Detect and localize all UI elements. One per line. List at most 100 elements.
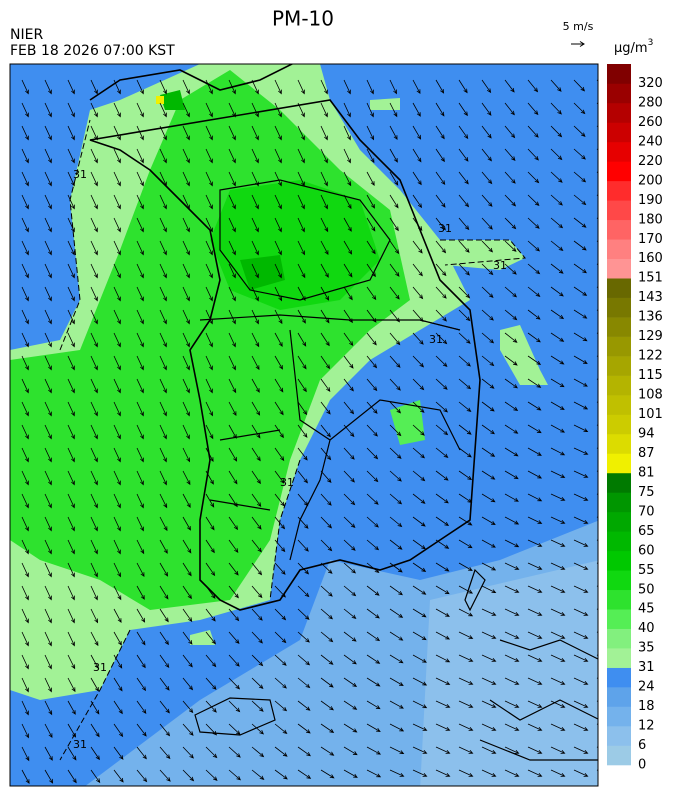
colorbar-label: 70 — [638, 504, 655, 519]
colorbar-swatch — [607, 414, 631, 435]
colorbar-label: 94 — [638, 426, 655, 441]
colorbar-swatch — [607, 745, 631, 766]
colorbar-label: 45 — [638, 602, 655, 617]
contour-label: 31 — [93, 661, 107, 674]
island — [194, 697, 276, 736]
wind-scale-label: 5 m/s — [563, 20, 594, 33]
unit-sup: 3 — [648, 38, 654, 48]
colorbar-swatch — [607, 667, 631, 688]
peak-region — [156, 96, 164, 104]
timestamp: FEB 18 2026 07:00 KST — [10, 43, 175, 59]
colorbar-label: 50 — [638, 582, 655, 597]
colorbar-swatch — [607, 511, 631, 532]
low-region — [420, 560, 598, 786]
contour-label: 31 — [73, 168, 87, 181]
colorbar-label: 31 — [638, 660, 655, 675]
colorbar-label: 75 — [638, 485, 655, 500]
colorbar-swatch — [607, 336, 631, 357]
contour-31 — [59, 119, 526, 761]
colorbar-swatch — [607, 706, 631, 727]
colorbar-swatch — [607, 550, 631, 571]
colorbar-swatch — [607, 122, 631, 143]
colorbar-swatch — [607, 472, 631, 493]
colorbar-swatch — [607, 278, 631, 298]
colorbar-swatch — [607, 219, 631, 240]
colorbar-swatch — [607, 161, 631, 182]
colorbar-swatch — [607, 317, 631, 337]
title: PM-10 — [272, 7, 334, 31]
coastline — [464, 568, 598, 761]
colorbar-label: 160 — [638, 251, 663, 266]
colorbar-label: 151 — [638, 271, 663, 286]
province-border — [199, 179, 461, 561]
colorbar-label: 180 — [638, 212, 663, 227]
colorbar-swatch — [607, 609, 631, 629]
colorbar-label: 220 — [638, 154, 663, 169]
unit: μg/m3 — [614, 38, 653, 56]
moderate-region — [440, 240, 525, 270]
colorbar-label: 108 — [638, 388, 663, 403]
colorbar-swatch — [607, 180, 631, 201]
colorbar-swatch — [607, 102, 631, 123]
contour-label: 31 — [73, 738, 87, 751]
colorbar-label: 65 — [638, 524, 655, 539]
source: NIER — [10, 27, 43, 43]
colorbar-swatch — [607, 375, 631, 396]
colorbar-label: 87 — [638, 446, 655, 461]
colorbar: 0 6 12 18 24 31 35 40 45 50 55 60 65 70 75 81 87 94 101 108… — [607, 64, 663, 773]
colorbar-swatch — [607, 433, 631, 454]
colorbar-label: 143 — [638, 290, 663, 305]
colorbar-label: 12 — [638, 719, 655, 734]
colorbar-swatch — [607, 258, 631, 279]
map-frame — [9, 63, 599, 787]
colorbar-label: 122 — [638, 349, 663, 364]
unit-text: μg/m — [614, 41, 648, 56]
colorbar-label: 200 — [638, 173, 663, 188]
colorbar-label: 115 — [638, 368, 663, 383]
colorbar-swatch — [607, 648, 631, 668]
colorbar-swatch — [607, 239, 631, 260]
colorbar-swatch — [607, 200, 631, 221]
colorbar-label: 40 — [638, 621, 655, 636]
colorbar-swatch — [607, 492, 631, 513]
colorbar-label: 18 — [638, 699, 655, 714]
wind-arrow — [21, 79, 598, 785]
colorbar-swatch — [607, 356, 631, 376]
colorbar-label: 81 — [638, 465, 655, 480]
map: 31 31 31 31 31 31 31 — [10, 64, 598, 786]
coastline — [89, 64, 481, 611]
colorbar-swatch — [607, 570, 631, 591]
colorbar-label: 35 — [638, 641, 655, 656]
colorbar-label: 101 — [638, 407, 663, 422]
colorbar-swatch — [607, 141, 631, 162]
colorbar-swatch — [607, 64, 631, 84]
colorbar-swatch — [607, 395, 631, 415]
contour-label: 31 — [429, 333, 443, 346]
colorbar-label: 240 — [638, 134, 663, 149]
colorbar-swatch — [607, 297, 631, 318]
colorbar-swatch — [607, 726, 631, 746]
colorbar-swatch — [607, 531, 631, 552]
wind-arrows — [21, 79, 598, 785]
colorbar-swatch — [607, 83, 631, 104]
contour-label: 31 — [493, 259, 507, 272]
colorbar-label: 190 — [638, 193, 663, 208]
colorbar-swatch — [607, 687, 631, 707]
colorbar-label: 136 — [638, 310, 663, 325]
wind-scale-arrow — [571, 41, 585, 47]
colorbar-label: 260 — [638, 115, 663, 130]
contour-label: 31 — [438, 222, 452, 235]
colorbar-label: 0 — [638, 758, 646, 773]
colorbar-label: 280 — [638, 95, 663, 110]
colorbar-label: 24 — [638, 680, 655, 695]
colorbar-label: 170 — [638, 232, 663, 247]
colorbar-label: 6 — [638, 738, 646, 753]
colorbar-label: 55 — [638, 563, 655, 578]
colorbar-swatch — [607, 453, 631, 474]
colorbar-label: 129 — [638, 329, 663, 344]
colorbar-swatch — [607, 628, 631, 649]
contour-label: 31 — [280, 476, 294, 489]
peak-region — [160, 90, 285, 290]
colorbar-label: 320 — [638, 76, 663, 91]
